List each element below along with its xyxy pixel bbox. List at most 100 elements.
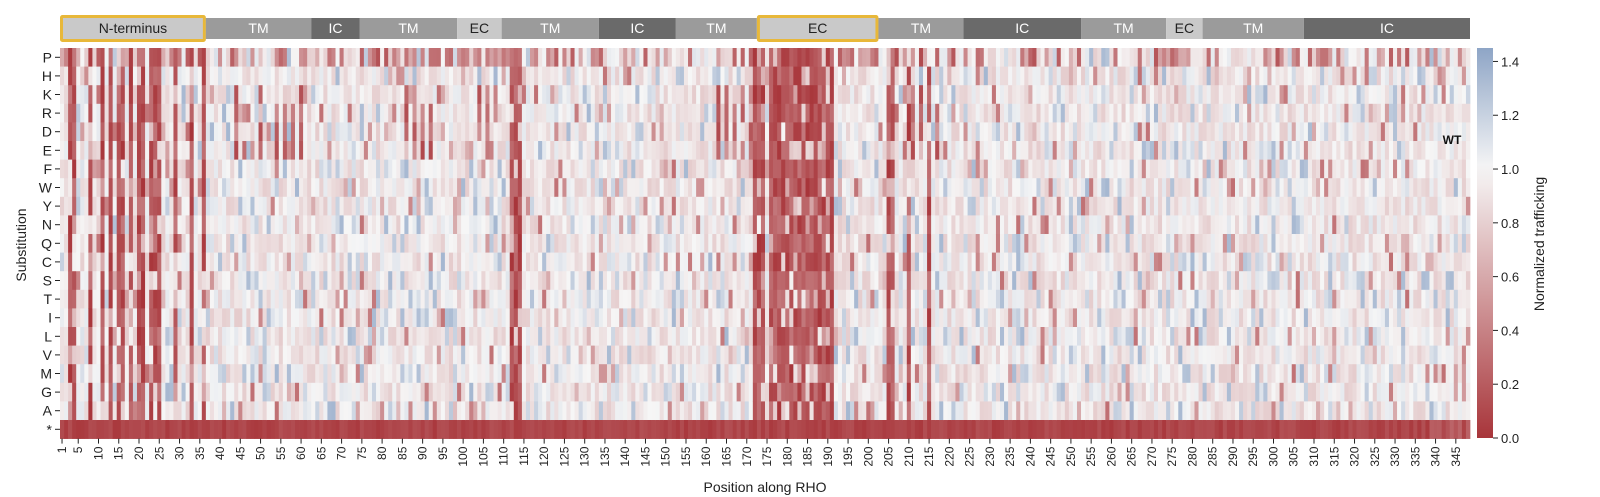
heatmap-cell [874, 382, 879, 402]
heatmap-cell [639, 420, 644, 439]
heatmap-cell [765, 159, 770, 179]
heatmap-cell [858, 382, 863, 402]
heatmap-cell [542, 141, 547, 160]
heatmap-cell [635, 382, 640, 402]
heatmap-cell [777, 382, 782, 402]
heatmap-cell [343, 420, 349, 439]
heatmap-cell [923, 66, 928, 86]
heatmap-cell [473, 289, 478, 309]
heatmap-cell [623, 364, 628, 384]
heatmap-cell [161, 178, 166, 198]
heatmap-cell [639, 85, 644, 105]
heatmap-cell [92, 85, 97, 105]
heatmap-cell [420, 289, 426, 309]
heatmap-cell [752, 252, 758, 272]
heatmap-cell [777, 215, 782, 235]
heatmap-cell [979, 122, 985, 142]
heatmap-cell [80, 327, 85, 346]
heatmap-cell [469, 345, 474, 365]
heatmap-cell [412, 196, 417, 216]
heatmap-cell [453, 141, 458, 160]
heatmap-cell [708, 178, 713, 198]
heatmap-cell [481, 196, 486, 216]
heatmap-cell [262, 85, 267, 105]
heatmap-cell [538, 178, 543, 198]
heatmap-cell [444, 48, 450, 67]
heatmap-cell [801, 420, 806, 439]
heatmap-cell [209, 215, 215, 235]
heatmap-cell [396, 85, 401, 105]
heatmap-cell [570, 420, 575, 439]
heatmap-cell [311, 234, 316, 253]
heatmap-cell [683, 103, 689, 123]
heatmap-cell [740, 327, 746, 346]
heatmap-cell [712, 141, 717, 160]
heatmap-cell [724, 215, 729, 235]
heatmap-cell [136, 364, 142, 384]
heatmap-cell [1008, 85, 1013, 105]
heatmap-cell [246, 271, 251, 291]
heatmap-cell [448, 234, 454, 253]
heatmap-cell [327, 271, 332, 291]
heatmap-cell [392, 159, 397, 179]
heatmap-cell [566, 327, 571, 346]
heatmap-cell [894, 382, 900, 402]
heatmap-cell [457, 122, 462, 142]
heatmap-cell [497, 159, 502, 179]
heatmap-cell [392, 364, 397, 384]
heatmap-cell [987, 178, 993, 198]
heatmap-cell [850, 345, 855, 365]
heatmap-cell [850, 234, 855, 253]
heatmap-cell [177, 196, 182, 216]
heatmap-cell [765, 420, 770, 439]
heatmap-cell [882, 364, 887, 384]
heatmap-cell [906, 345, 912, 365]
heatmap-cell [586, 364, 592, 384]
heatmap-cell [161, 141, 166, 160]
heatmap-cell [955, 252, 960, 272]
heatmap-cell [700, 420, 705, 439]
heatmap-cell [615, 48, 620, 67]
heatmap-cell [943, 85, 948, 105]
heatmap-cell [177, 252, 182, 272]
heatmap-cell [582, 252, 588, 272]
heatmap-cell [975, 103, 981, 123]
heatmap-cell [444, 420, 450, 439]
heatmap-cell [270, 215, 276, 235]
heatmap-cell [744, 178, 750, 198]
heatmap-cell [108, 420, 114, 439]
heatmap-cell [558, 401, 563, 421]
heatmap-cell [116, 215, 122, 235]
heatmap-cell [68, 252, 73, 272]
heatmap-cell [355, 271, 361, 291]
heatmap-cell [120, 85, 126, 105]
heatmap-cell [943, 178, 948, 198]
heatmap-cell [947, 382, 952, 402]
heatmap-cell [141, 122, 146, 142]
heatmap-cell [444, 308, 450, 328]
heatmap-cell [833, 327, 839, 346]
heatmap-cell [975, 159, 981, 179]
heatmap-cell [457, 289, 462, 309]
heatmap-cell [773, 48, 778, 67]
heatmap-cell [967, 271, 972, 291]
heatmap-cell [396, 122, 401, 142]
heatmap-cell [744, 85, 750, 105]
heatmap-cell [477, 401, 482, 421]
heatmap-cell [659, 364, 665, 384]
heatmap-cell [910, 401, 916, 421]
heatmap-cell [813, 234, 819, 253]
heatmap-cell [440, 85, 446, 105]
heatmap-cell [538, 364, 543, 384]
heatmap-cell [716, 271, 721, 291]
heatmap-cell [708, 234, 713, 253]
heatmap-cell [396, 234, 401, 253]
heatmap-cell [1008, 345, 1013, 365]
heatmap-cell [1016, 48, 1021, 67]
heatmap-cell [104, 141, 109, 160]
heatmap-cell [323, 159, 328, 179]
heatmap-cell [546, 196, 551, 216]
heatmap-cell [380, 252, 385, 272]
region-label-11: TM [1113, 20, 1133, 36]
heatmap-cell [266, 234, 272, 253]
